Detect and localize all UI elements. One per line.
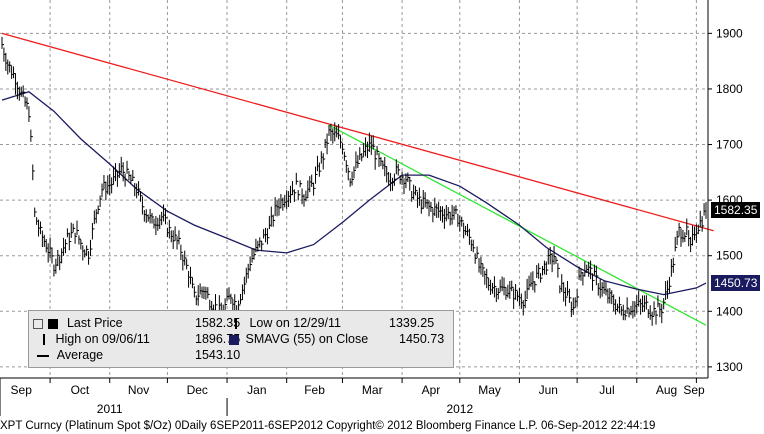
x-tick-label: Oct [71,383,90,397]
x-tick-label: Dec [187,383,208,397]
x-tick-label: Apr [422,383,441,397]
year-label: 2012 [446,402,473,416]
chart-footer: XPT Curncy (Platinum Spot $/Oz) 0Daily 6… [0,420,656,432]
legend-low-row: Low on 12/29/11 [235,315,341,331]
legend-average-label: Average [56,348,104,362]
sma-line [1,90,707,296]
legend-smavg-row: SMAVG (55) on Close [229,331,368,347]
last-price-badge: 1582.35 [711,201,761,218]
year-label: 2011 [97,402,123,416]
low-marker-icon [235,318,237,330]
legend-high-row: High on 09/06/11 [43,331,150,347]
price-layer [1,36,707,326]
average-line-icon [37,354,49,357]
legend-high-label: High on 09/06/11 [55,332,150,346]
legend-high-value: 1896.75 [195,332,241,346]
legend-average-value: 1543.10 [195,348,241,362]
x-tick-label: Jun [539,383,558,397]
x-tick-label: Feb [304,383,325,397]
last-price-swatch-icon [48,318,59,329]
trendline [328,124,707,326]
x-tick-label: Sep [683,383,705,397]
legend-last-price-row: Last Price [33,315,123,331]
x-tick-label: Jul [599,383,614,397]
sma-badge: 1450.73 [711,275,761,292]
smavg-swatch-icon [229,334,239,345]
y-tick-label: 1500 [716,249,743,263]
x-tick-label: Mar [362,383,383,397]
legend-average-row: Average [37,347,103,363]
x-tick-label: May [478,383,501,397]
sma-layer [1,90,707,296]
y-tick-label: 1800 [716,82,743,96]
legend-low-value: 1339.25 [389,316,435,330]
legend-smavg-value: 1450.73 [399,332,445,346]
y-tick-label: 1300 [716,360,743,374]
trendline [1,32,714,232]
x-tick-label: Sep [11,383,33,397]
y-tick-label: 1700 [716,138,743,152]
legend-last-price-label: Last Price [66,316,123,330]
expand-icon [33,318,43,329]
legend-low-label: Low on 12/29/11 [249,316,341,330]
y-tick-label: 1900 [716,26,743,40]
x-tick-label: Jan [247,383,266,397]
legend-box: Last Price 1582.35 Low on 12/29/11 1339.… [28,310,454,368]
x-tick-label: Nov [128,383,149,397]
y-tick-label: 1400 [716,304,743,318]
legend-smavg-label: SMAVG (55) on Close [245,332,369,346]
legend-last-price-value: 1582.35 [195,316,241,330]
high-marker-icon [43,334,45,346]
x-tick-label: Aug [656,383,677,397]
trendlines [1,32,714,326]
